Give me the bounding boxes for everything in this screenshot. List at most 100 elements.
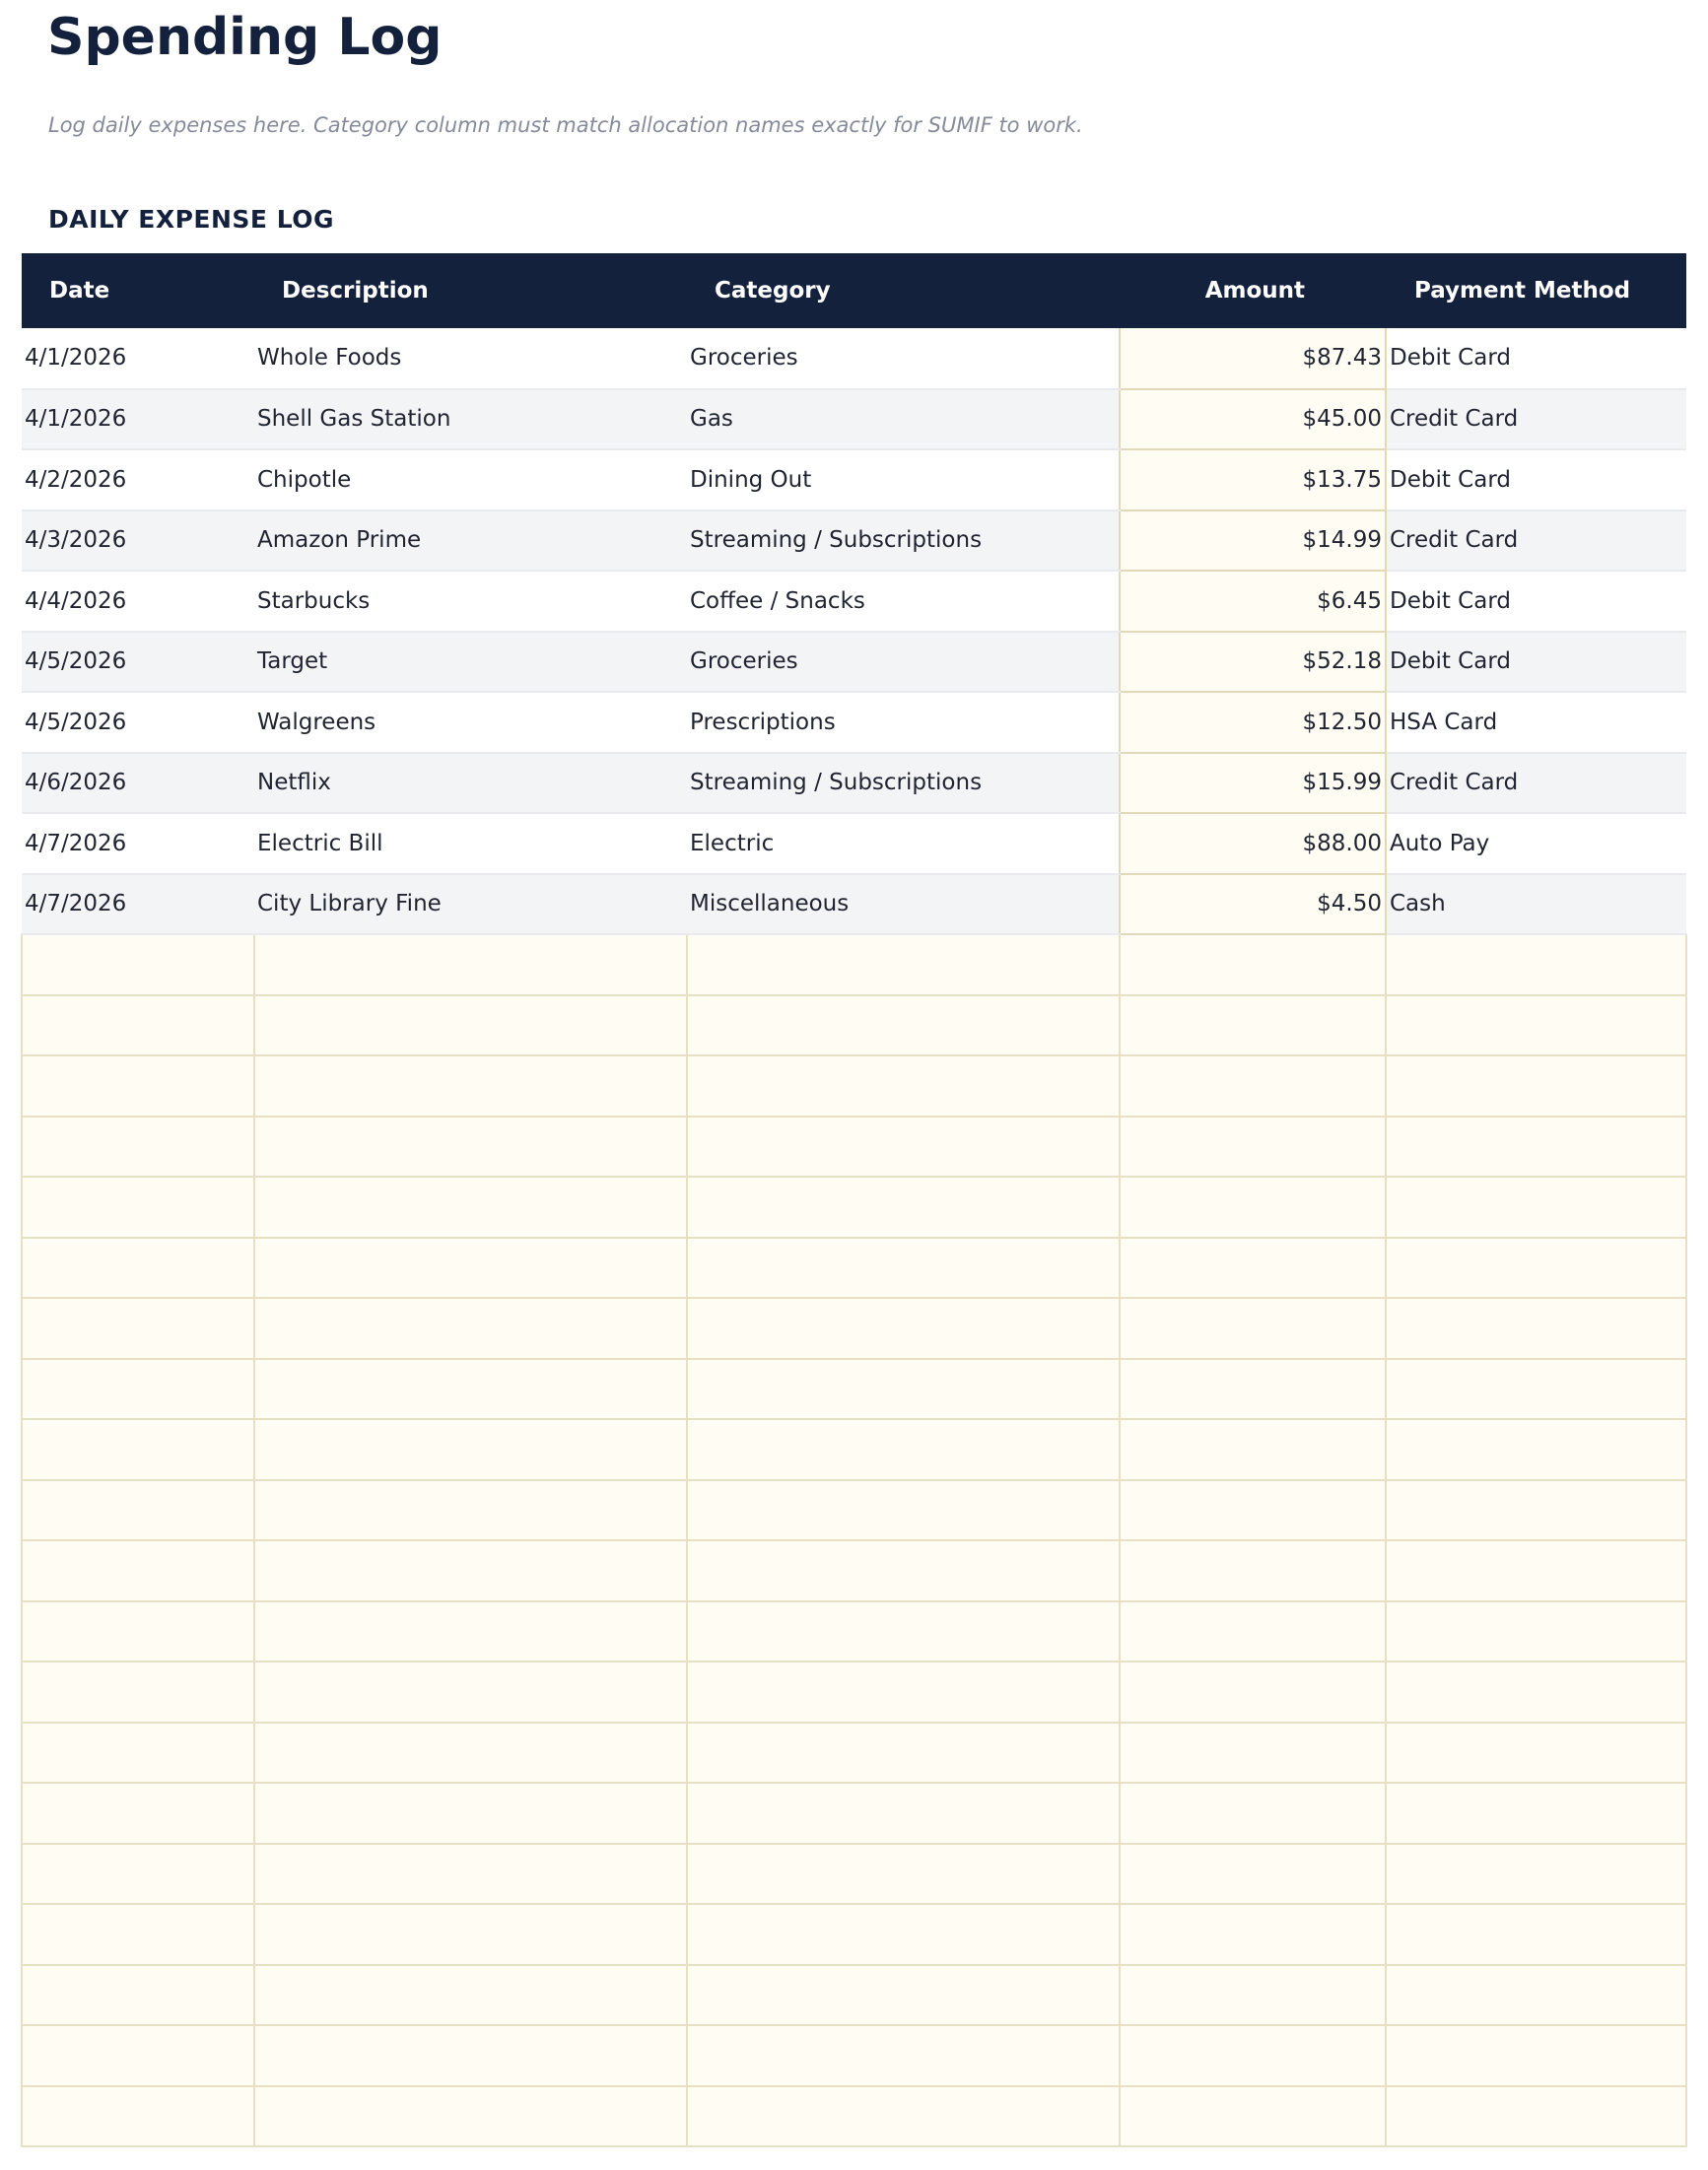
payment-method-cell[interactable]: Auto Pay (1386, 813, 1686, 875)
description-cell[interactable]: Starbucks (254, 571, 687, 633)
column-header-payment-method[interactable]: Payment Method (1414, 278, 1631, 304)
date-cell[interactable]: 4/1/2026 (22, 328, 254, 390)
payment-method-cell[interactable]: Cash (1386, 873, 1686, 935)
empty-input-cell[interactable] (1385, 1418, 1687, 1481)
empty-input-cell[interactable] (1119, 1236, 1387, 1299)
category-cell[interactable]: Streaming / Subscriptions (687, 752, 1120, 814)
empty-input-cell[interactable] (686, 2024, 1121, 2087)
empty-input-cell[interactable] (253, 1903, 688, 1966)
date-cell[interactable]: 4/6/2026 (22, 752, 254, 814)
empty-input-cell[interactable] (1385, 1176, 1687, 1239)
empty-input-cell[interactable] (253, 1661, 688, 1724)
empty-input-cell[interactable] (1385, 1236, 1687, 1299)
empty-input-cell[interactable] (1119, 1418, 1387, 1481)
empty-input-cell[interactable] (21, 1176, 255, 1239)
amount-cell[interactable]: $4.50 (1119, 873, 1387, 935)
amount-cell[interactable]: $14.99 (1119, 509, 1387, 572)
description-cell[interactable]: Netflix (254, 752, 687, 814)
empty-input-cell[interactable] (253, 1478, 688, 1541)
empty-input-cell[interactable] (686, 1357, 1121, 1420)
payment-method-cell[interactable]: Debit Card (1386, 328, 1686, 390)
description-cell[interactable]: Whole Foods (254, 328, 687, 390)
empty-input-cell[interactable] (1119, 993, 1387, 1056)
empty-input-cell[interactable] (21, 1478, 255, 1541)
empty-input-cell[interactable] (1119, 1963, 1387, 2026)
column-header-description[interactable]: Description (282, 278, 429, 304)
empty-input-cell[interactable] (686, 1963, 1121, 2026)
empty-input-cell[interactable] (1385, 1539, 1687, 1602)
empty-input-cell[interactable] (253, 1176, 688, 1239)
empty-input-cell[interactable] (1385, 1599, 1687, 1662)
empty-input-cell[interactable] (21, 2024, 255, 2087)
category-cell[interactable]: Coffee / Snacks (687, 571, 1120, 633)
amount-cell[interactable]: $87.43 (1119, 328, 1387, 390)
date-cell[interactable]: 4/4/2026 (22, 571, 254, 633)
description-cell[interactable]: Chipotle (254, 449, 687, 511)
empty-input-cell[interactable] (686, 933, 1121, 996)
empty-input-cell[interactable] (21, 1539, 255, 1602)
description-cell[interactable]: City Library Fine (254, 873, 687, 935)
empty-input-cell[interactable] (1119, 1115, 1387, 1178)
empty-input-cell[interactable] (1385, 1782, 1687, 1845)
empty-input-cell[interactable] (686, 1782, 1121, 1845)
empty-input-cell[interactable] (1119, 1054, 1387, 1118)
description-cell[interactable]: Shell Gas Station (254, 388, 687, 450)
empty-input-cell[interactable] (21, 1963, 255, 2026)
category-cell[interactable]: Groceries (687, 328, 1120, 390)
empty-input-cell[interactable] (21, 1418, 255, 1481)
empty-input-cell[interactable] (1385, 1357, 1687, 1420)
empty-input-cell[interactable] (1119, 1176, 1387, 1239)
empty-input-cell[interactable] (1119, 2024, 1387, 2087)
empty-input-cell[interactable] (253, 1115, 688, 1178)
empty-input-cell[interactable] (1385, 1963, 1687, 2026)
column-header-date[interactable]: Date (49, 278, 110, 304)
empty-input-cell[interactable] (686, 1842, 1121, 1905)
empty-input-cell[interactable] (1119, 933, 1387, 996)
date-cell[interactable]: 4/3/2026 (22, 509, 254, 572)
empty-input-cell[interactable] (21, 1357, 255, 1420)
empty-input-cell[interactable] (1119, 1599, 1387, 1662)
empty-input-cell[interactable] (253, 1721, 688, 1784)
empty-input-cell[interactable] (1119, 1357, 1387, 1420)
empty-input-cell[interactable] (253, 1357, 688, 1420)
empty-input-cell[interactable] (1385, 1842, 1687, 1905)
empty-input-cell[interactable] (253, 1842, 688, 1905)
category-cell[interactable]: Streaming / Subscriptions (687, 509, 1120, 572)
empty-input-cell[interactable] (686, 1115, 1121, 1178)
empty-input-cell[interactable] (21, 1236, 255, 1299)
empty-input-cell[interactable] (21, 1297, 255, 1360)
empty-input-cell[interactable] (686, 1661, 1121, 1724)
category-cell[interactable]: Groceries (687, 631, 1120, 693)
empty-input-cell[interactable] (686, 1054, 1121, 1118)
payment-method-cell[interactable]: Credit Card (1386, 752, 1686, 814)
empty-input-cell[interactable] (253, 2024, 688, 2087)
empty-input-cell[interactable] (1385, 2024, 1687, 2087)
category-cell[interactable]: Electric (687, 813, 1120, 875)
empty-input-cell[interactable] (686, 1176, 1121, 1239)
description-cell[interactable]: Amazon Prime (254, 509, 687, 572)
empty-input-cell[interactable] (1119, 1478, 1387, 1541)
empty-input-cell[interactable] (21, 2084, 255, 2147)
payment-method-cell[interactable]: Credit Card (1386, 509, 1686, 572)
amount-cell[interactable]: $45.00 (1119, 388, 1387, 450)
empty-input-cell[interactable] (253, 933, 688, 996)
column-header-amount[interactable]: Amount (1204, 278, 1305, 304)
empty-input-cell[interactable] (253, 1539, 688, 1602)
empty-input-cell[interactable] (253, 1782, 688, 1845)
amount-cell[interactable]: $6.45 (1119, 571, 1387, 633)
description-cell[interactable]: Electric Bill (254, 813, 687, 875)
category-cell[interactable]: Miscellaneous (687, 873, 1120, 935)
empty-input-cell[interactable] (21, 1115, 255, 1178)
description-cell[interactable]: Target (254, 631, 687, 693)
empty-input-cell[interactable] (253, 1236, 688, 1299)
category-cell[interactable]: Prescriptions (687, 692, 1120, 754)
empty-input-cell[interactable] (21, 1661, 255, 1724)
category-cell[interactable]: Gas (687, 388, 1120, 450)
category-cell[interactable]: Dining Out (687, 449, 1120, 511)
column-header-category[interactable]: Category (715, 278, 831, 304)
payment-method-cell[interactable]: HSA Card (1386, 692, 1686, 754)
empty-input-cell[interactable] (686, 1599, 1121, 1662)
empty-input-cell[interactable] (1385, 1054, 1687, 1118)
empty-input-cell[interactable] (686, 1297, 1121, 1360)
empty-input-cell[interactable] (1385, 1903, 1687, 1966)
